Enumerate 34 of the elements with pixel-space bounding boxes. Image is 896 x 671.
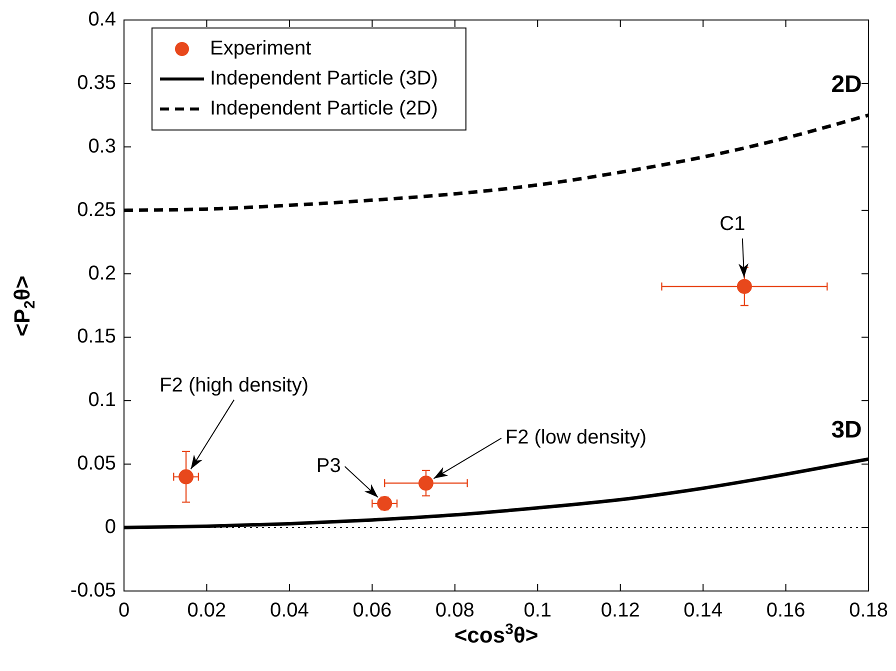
x-tick-label: 0.1 — [524, 600, 552, 622]
annotation: C1 — [720, 212, 746, 235]
x-tick-label: 0.04 — [270, 600, 309, 622]
legend-label: Experiment — [210, 38, 312, 60]
x-tick-label: 0.02 — [187, 600, 226, 622]
y-tick-label: 0.2 — [88, 262, 116, 284]
y-tick-label: -0.05 — [70, 580, 116, 602]
x-axis-title: <cos$^{3}$θ> — [454, 621, 538, 648]
y-tick-label: 0.3 — [88, 135, 116, 158]
x-tick-label: 0.18 — [849, 600, 888, 622]
point — [178, 469, 194, 484]
y-tick-label: 0.35 — [77, 72, 116, 94]
annotation: P3 — [316, 454, 341, 477]
point — [736, 278, 752, 294]
x-tick-label: 0 — [118, 600, 130, 622]
x-tick-label: 0.16 — [766, 600, 806, 622]
point — [377, 496, 392, 511]
annotation: F2 (high density) — [160, 374, 309, 396]
y-tick-label: 0.15 — [77, 326, 116, 348]
x-tick-label: 0.14 — [684, 600, 723, 622]
annotation: 2D — [831, 70, 862, 98]
y-tick-label: 0.1 — [88, 389, 116, 412]
y-tick-label: 0 — [104, 516, 116, 538]
annotation: F2 (low density) — [505, 426, 647, 449]
legend-label: Independent Particle (2D) — [210, 98, 438, 120]
y-tick-label: 0.05 — [77, 452, 116, 475]
annotation: 3D — [831, 416, 862, 444]
legend-label: Independent Particle (3D) — [210, 68, 438, 90]
point — [418, 476, 434, 491]
y-tick-label: 0.25 — [77, 198, 116, 221]
x-tick-label: 0.12 — [600, 600, 640, 622]
y-tick-label: 0.4 — [88, 8, 116, 31]
x-tick-label: 0.08 — [435, 600, 474, 622]
x-tick-label: 0.06 — [352, 600, 392, 622]
